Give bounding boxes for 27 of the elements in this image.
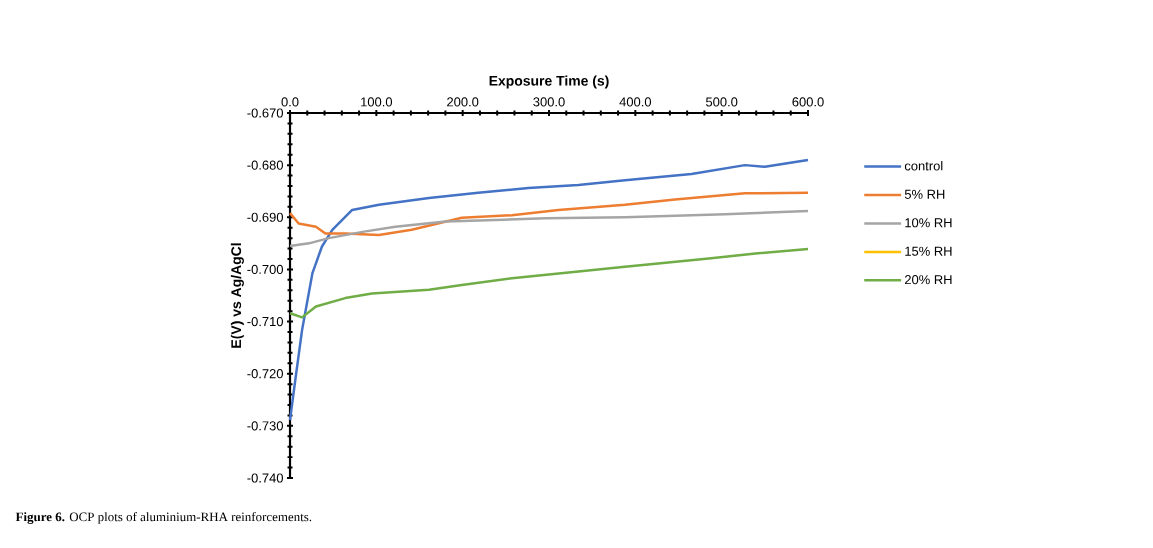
x-tick-label: 600.0: [792, 97, 824, 107]
y-tick-label: -0.670: [247, 108, 283, 118]
y-tick-label: -0.700: [247, 264, 283, 274]
legend-label: control: [904, 160, 943, 171]
x-tick-label: 500.0: [705, 97, 738, 107]
x-tick-label: 0.0: [281, 97, 299, 107]
y-tick-label: -0.690: [247, 212, 283, 222]
legend-label: 15% RH: [905, 246, 952, 256]
x-axis-title: Exposure Time (s): [489, 75, 609, 89]
x-tick-label: 200.0: [447, 97, 479, 107]
line-series: [288, 209, 810, 248]
x-tick-label: 100.0: [361, 97, 393, 107]
y-tick-label: -0.680: [247, 160, 283, 170]
x-tick-label: 300.0: [533, 97, 565, 107]
y-tick-label: -0.710: [247, 316, 283, 327]
line-series: [288, 191, 810, 237]
text: Figure 6. OCP plots of aluminium-RHA reinforcements.: [15, 511, 312, 524]
line-series: [288, 247, 810, 319]
y-tick-label: -0.740: [247, 473, 283, 483]
legend-label: 5% RH: [904, 189, 945, 199]
y-tick-label: -0.720: [247, 369, 283, 379]
legend-label: 20% RH: [904, 275, 952, 285]
y-axis-title: E(V) vs Ag/AgCl: [230, 243, 244, 348]
x-tick-label: 400.0: [619, 97, 652, 107]
y-tick-label: -0.730: [247, 421, 283, 431]
legend-label: 10% RH: [905, 218, 952, 228]
line-series: [288, 158, 810, 422]
